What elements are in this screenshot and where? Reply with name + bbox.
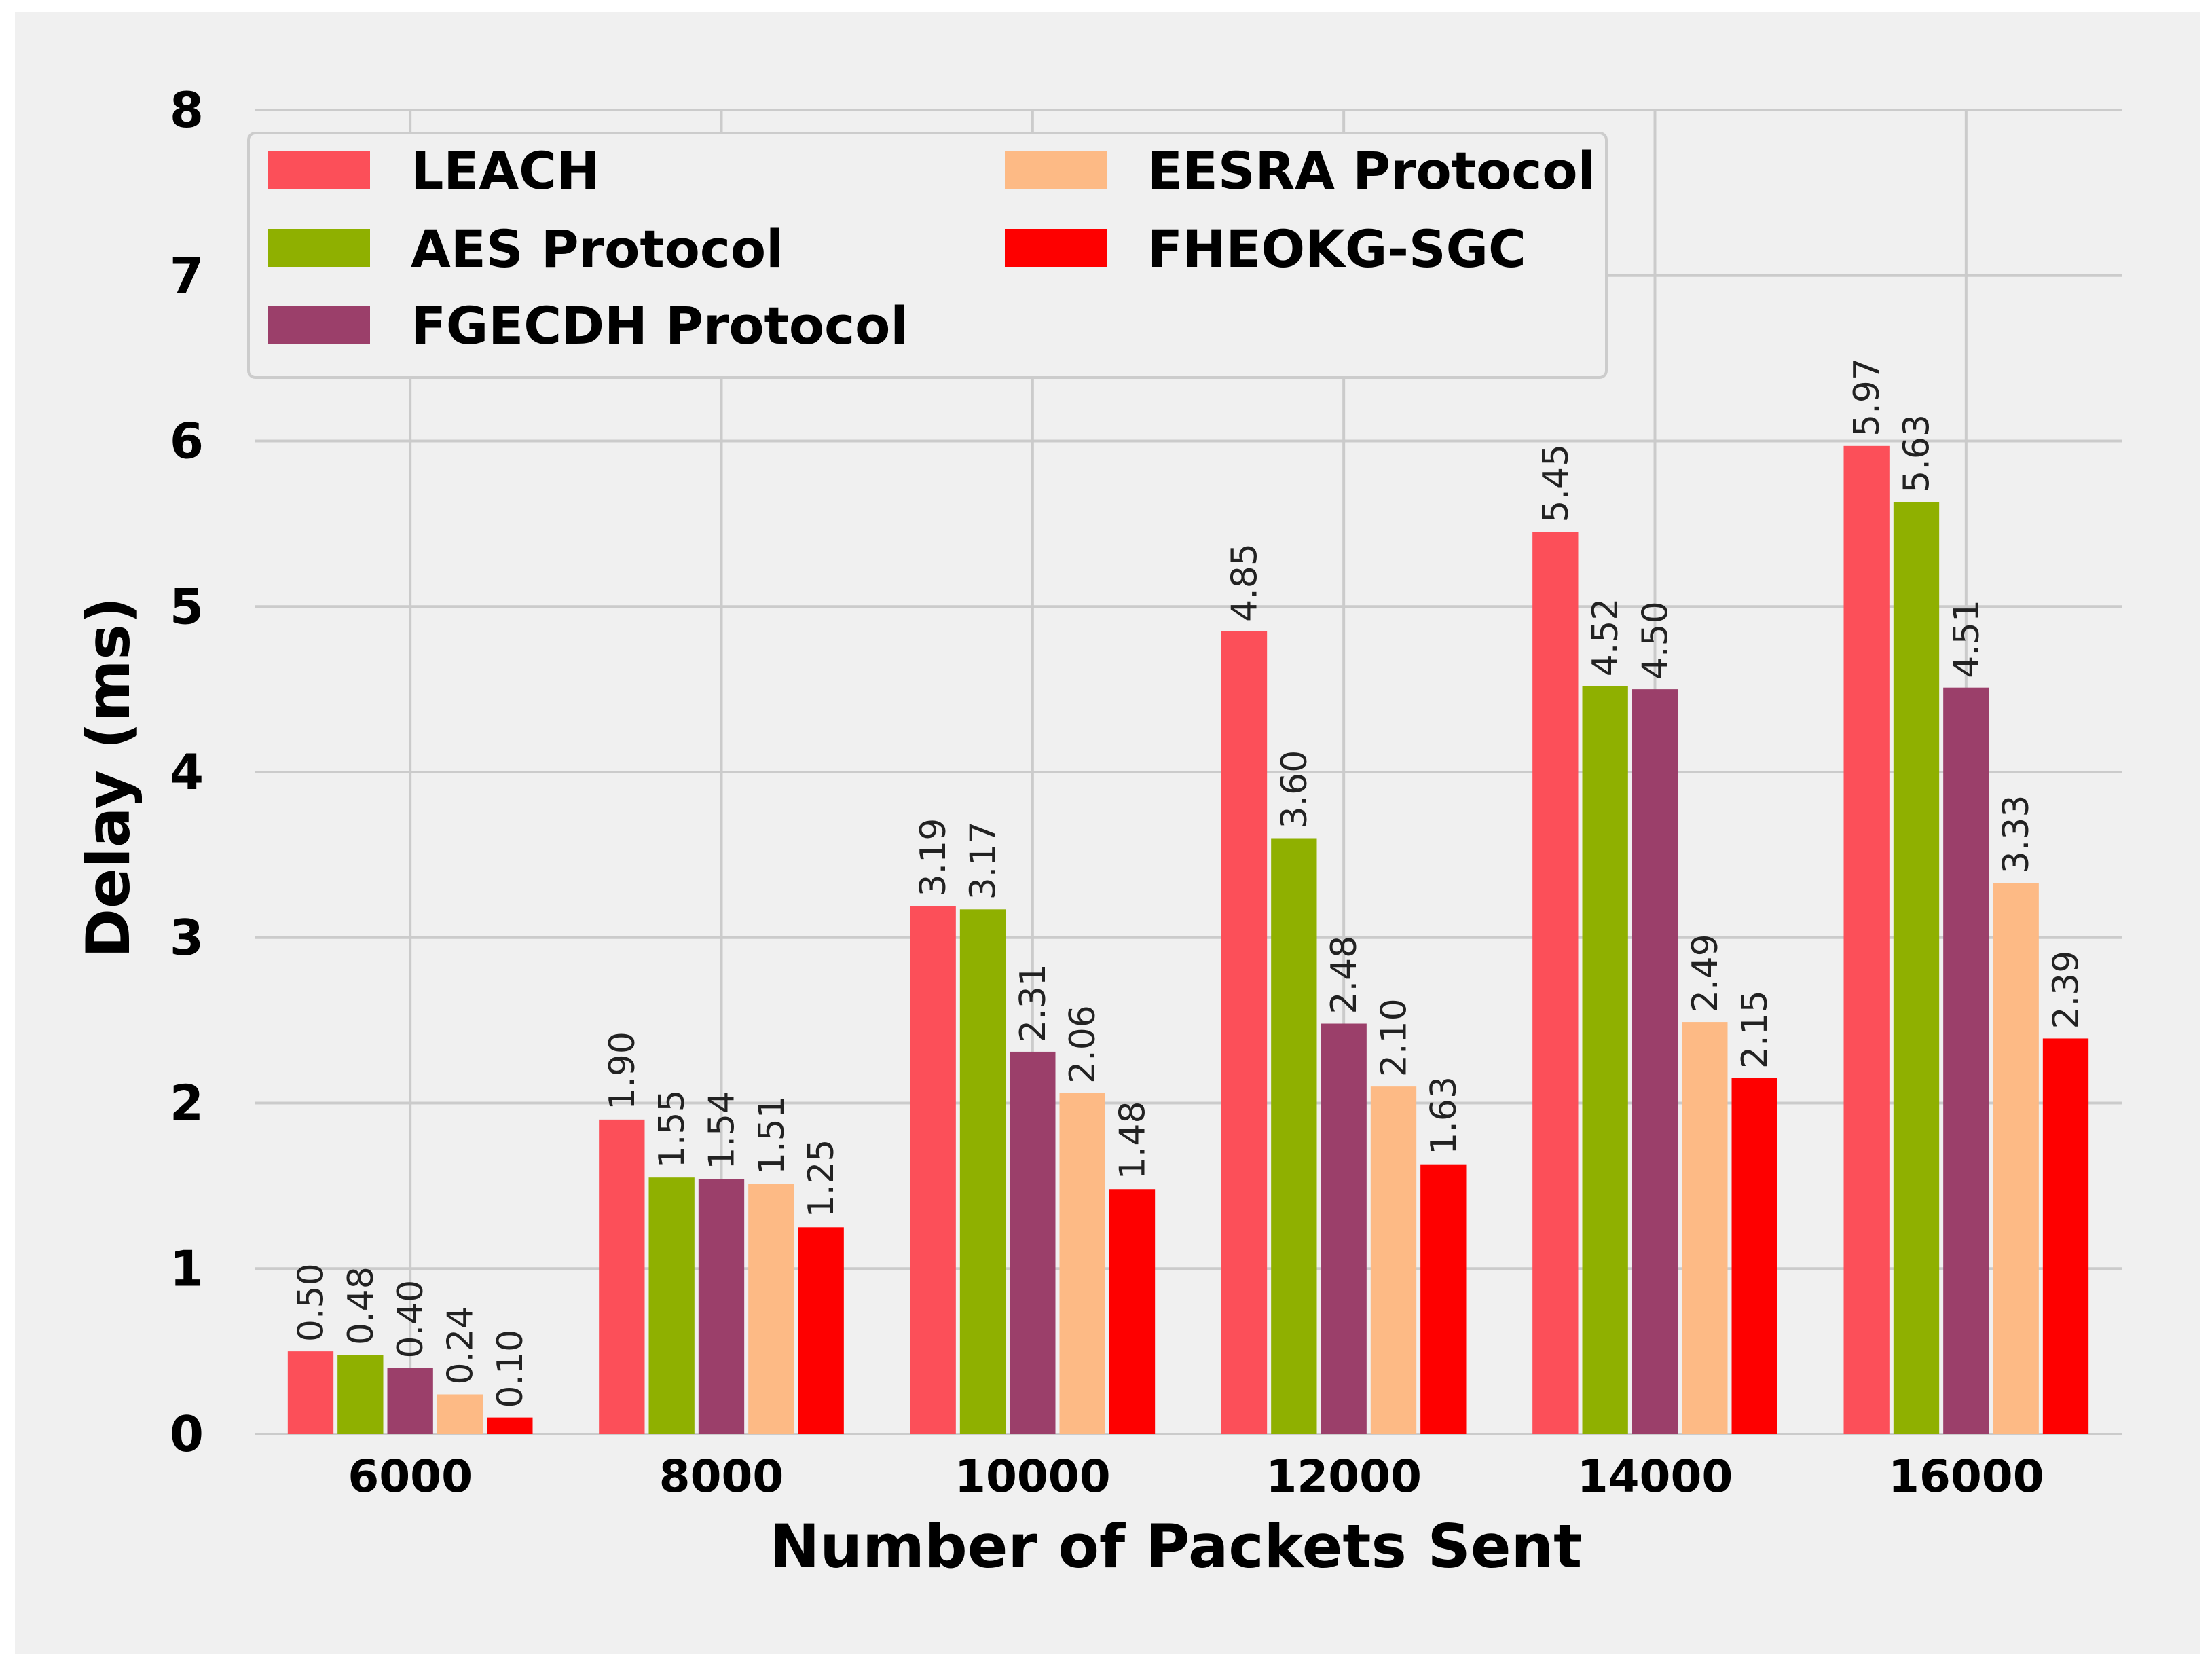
bar-value-label: 2.15 xyxy=(1735,990,1775,1069)
bar-eesra-protocol xyxy=(1682,1022,1728,1434)
legend-label: AES Protocol xyxy=(411,219,784,279)
x-axis-title: Number of Packets Sent xyxy=(770,1512,1582,1581)
y-tick-label: 0 xyxy=(170,1406,204,1463)
bar-value-label: 1.63 xyxy=(1424,1076,1464,1155)
bar-aes-protocol xyxy=(1893,502,1940,1434)
bar-value-label: 4.52 xyxy=(1585,598,1626,676)
bar-value-label: 0.24 xyxy=(441,1306,481,1385)
bar-value-label: 2.06 xyxy=(1063,1005,1103,1084)
legend-label: EESRA Protocol xyxy=(1147,141,1596,201)
bar-value-label: 0.10 xyxy=(490,1330,531,1408)
x-tick-label: 6000 xyxy=(348,1450,473,1503)
bar-fheokg-sgc xyxy=(1109,1189,1156,1434)
y-axis-title: Delay (ms) xyxy=(73,597,143,958)
legend-label: FGECDH Protocol xyxy=(411,295,908,356)
bar-value-label: 4.50 xyxy=(1636,601,1676,680)
bar-leach xyxy=(1532,532,1579,1434)
bar-value-label: 4.51 xyxy=(1947,600,1987,678)
legend-label: FHEOKG-SGC xyxy=(1147,219,1526,279)
bar-eesra-protocol xyxy=(1059,1093,1105,1434)
bar-eesra-protocol xyxy=(1370,1086,1417,1434)
bar-value-label: 5.63 xyxy=(1897,414,1938,493)
bar-value-label: 1.90 xyxy=(602,1031,643,1110)
bar-aes-protocol xyxy=(1271,838,1317,1434)
bar-fheokg-sgc xyxy=(1731,1078,1777,1434)
bar-value-label: 1.48 xyxy=(1113,1101,1154,1179)
x-tick-label: 8000 xyxy=(659,1450,784,1503)
y-tick-label: 7 xyxy=(170,247,204,304)
bar-value-label: 0.48 xyxy=(341,1266,382,1345)
bar-value-label: 3.19 xyxy=(913,818,954,897)
y-tick-label: 4 xyxy=(170,744,204,801)
bar-value-label: 1.51 xyxy=(752,1096,792,1175)
bar-fheokg-sgc xyxy=(2042,1038,2089,1434)
bar-value-label: 0.40 xyxy=(390,1280,431,1359)
x-tick-label: 10000 xyxy=(955,1450,1111,1503)
bar-fgecdh-protocol xyxy=(387,1368,433,1434)
x-axis-ticks: 6000 8000 10000 12000 14000 16000 xyxy=(348,1450,2044,1503)
bar-fheokg-sgc xyxy=(798,1227,844,1434)
y-tick-label: 5 xyxy=(170,578,204,635)
legend-swatch xyxy=(268,229,370,267)
y-tick-label: 6 xyxy=(170,413,204,470)
bar-value-label: 3.33 xyxy=(1996,795,2037,874)
bar-value-label: 1.25 xyxy=(801,1139,842,1218)
y-tick-label: 2 xyxy=(170,1075,204,1132)
y-tick-label: 3 xyxy=(170,909,204,966)
bar-value-label: 3.17 xyxy=(963,822,1004,900)
bar-fgecdh-protocol xyxy=(1321,1023,1367,1434)
bar-value-label: 2.10 xyxy=(1374,998,1415,1077)
bar-leach xyxy=(1221,631,1268,1434)
bar-value-label: 2.31 xyxy=(1013,964,1054,1042)
bar-fgecdh-protocol xyxy=(1943,687,1989,1434)
legend-swatch xyxy=(268,306,370,344)
x-tick-label: 14000 xyxy=(1577,1450,1733,1503)
bar-eesra-protocol xyxy=(748,1184,794,1434)
bar-value-label: 5.97 xyxy=(1847,358,1887,437)
bar-aes-protocol xyxy=(337,1355,384,1434)
bar-leach xyxy=(599,1119,645,1434)
legend-label: LEACH xyxy=(411,141,600,201)
bar-leach xyxy=(287,1351,334,1434)
bar-value-label: 3.60 xyxy=(1274,750,1315,829)
y-axis-ticks: 0 1 2 3 4 5 6 7 8 xyxy=(170,81,204,1463)
legend-box xyxy=(247,132,1608,379)
bar-value-label: 4.85 xyxy=(1225,543,1266,622)
bar-fgecdh-protocol xyxy=(1632,689,1678,1434)
legend-swatch xyxy=(1005,151,1107,189)
bar-fgecdh-protocol xyxy=(1010,1051,1056,1434)
bar-aes-protocol xyxy=(648,1177,695,1434)
x-tick-label: 16000 xyxy=(1888,1450,2044,1503)
bar-value-label: 0.50 xyxy=(291,1263,332,1342)
bar-value-label: 5.45 xyxy=(1536,444,1577,523)
bar-value-label: 2.39 xyxy=(2046,951,2087,1029)
legend-swatch xyxy=(1005,229,1107,267)
bar-value-label: 2.48 xyxy=(1324,936,1365,1014)
legend: LEACH AES Protocol FGECDH Protocol EESRA Pr… xyxy=(247,132,1608,379)
bar-leach xyxy=(1843,445,1890,1434)
bar-fheokg-sgc xyxy=(487,1417,533,1434)
bars xyxy=(287,445,2089,1434)
bar-leach xyxy=(910,906,956,1434)
bar-value-label: 2.49 xyxy=(1685,934,1726,1012)
bar-value-label: 1.55 xyxy=(652,1089,693,1168)
bar-eesra-protocol xyxy=(437,1394,483,1434)
bar-eesra-protocol xyxy=(1993,883,2039,1434)
bar-fgecdh-protocol xyxy=(698,1179,745,1434)
bar-value-label: 1.54 xyxy=(702,1091,743,1170)
y-tick-label: 8 xyxy=(170,81,204,139)
y-tick-label: 1 xyxy=(170,1240,204,1297)
legend-swatch xyxy=(268,151,370,189)
x-tick-label: 12000 xyxy=(1266,1450,1422,1503)
bar-fheokg-sgc xyxy=(1420,1164,1467,1434)
bar-value-labels: 0.50 1.90 3.19 4.85 5.45 5.97 0.48 1.55 3.17 3.60… xyxy=(291,358,2087,1408)
bar-aes-protocol xyxy=(1582,686,1628,1434)
bar-aes-protocol xyxy=(959,909,1006,1434)
